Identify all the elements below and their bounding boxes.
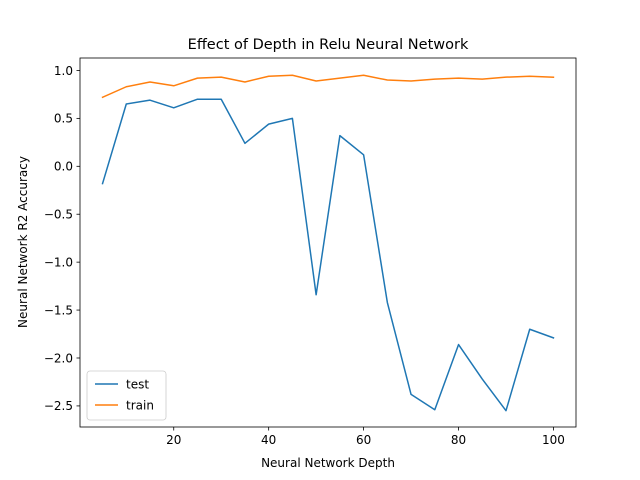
- axes-frame: [79, 57, 577, 428]
- chart-title: Effect of Depth in Relu Neural Network: [188, 37, 469, 53]
- y-axis-label: Neural Network R2 Accuracy: [16, 156, 30, 328]
- legend-label-train: train: [126, 398, 154, 412]
- y-tick-label: −0.5: [44, 208, 73, 222]
- x-tick-label: 60: [356, 433, 371, 447]
- series-line-test: [101, 98, 555, 412]
- plot-area: 20 40 60 80 100 −2.5 −2.0 −1.5 −1.0 −0.5 0.0 0.5 1.0: [44, 57, 577, 447]
- y-tick-label: 0.0: [54, 160, 73, 174]
- series-line-train: [101, 74, 555, 99]
- x-axis-label: Neural Network Depth: [261, 456, 395, 470]
- x-tick-label: 80: [451, 433, 466, 447]
- y-tick-label: −1.0: [44, 255, 73, 269]
- legend-label-test: test: [126, 377, 149, 391]
- x-tick-label: 100: [542, 433, 565, 447]
- y-tick-label: 0.5: [54, 112, 73, 126]
- y-tick-label: 1.0: [54, 64, 73, 78]
- x-tick-label: 40: [261, 433, 276, 447]
- y-tick-label: −2.5: [44, 399, 73, 413]
- legend: test train: [86, 370, 167, 421]
- x-tick-label: 20: [166, 433, 181, 447]
- y-tick-label: −1.5: [44, 303, 73, 317]
- y-tick-label: −2.0: [44, 351, 73, 365]
